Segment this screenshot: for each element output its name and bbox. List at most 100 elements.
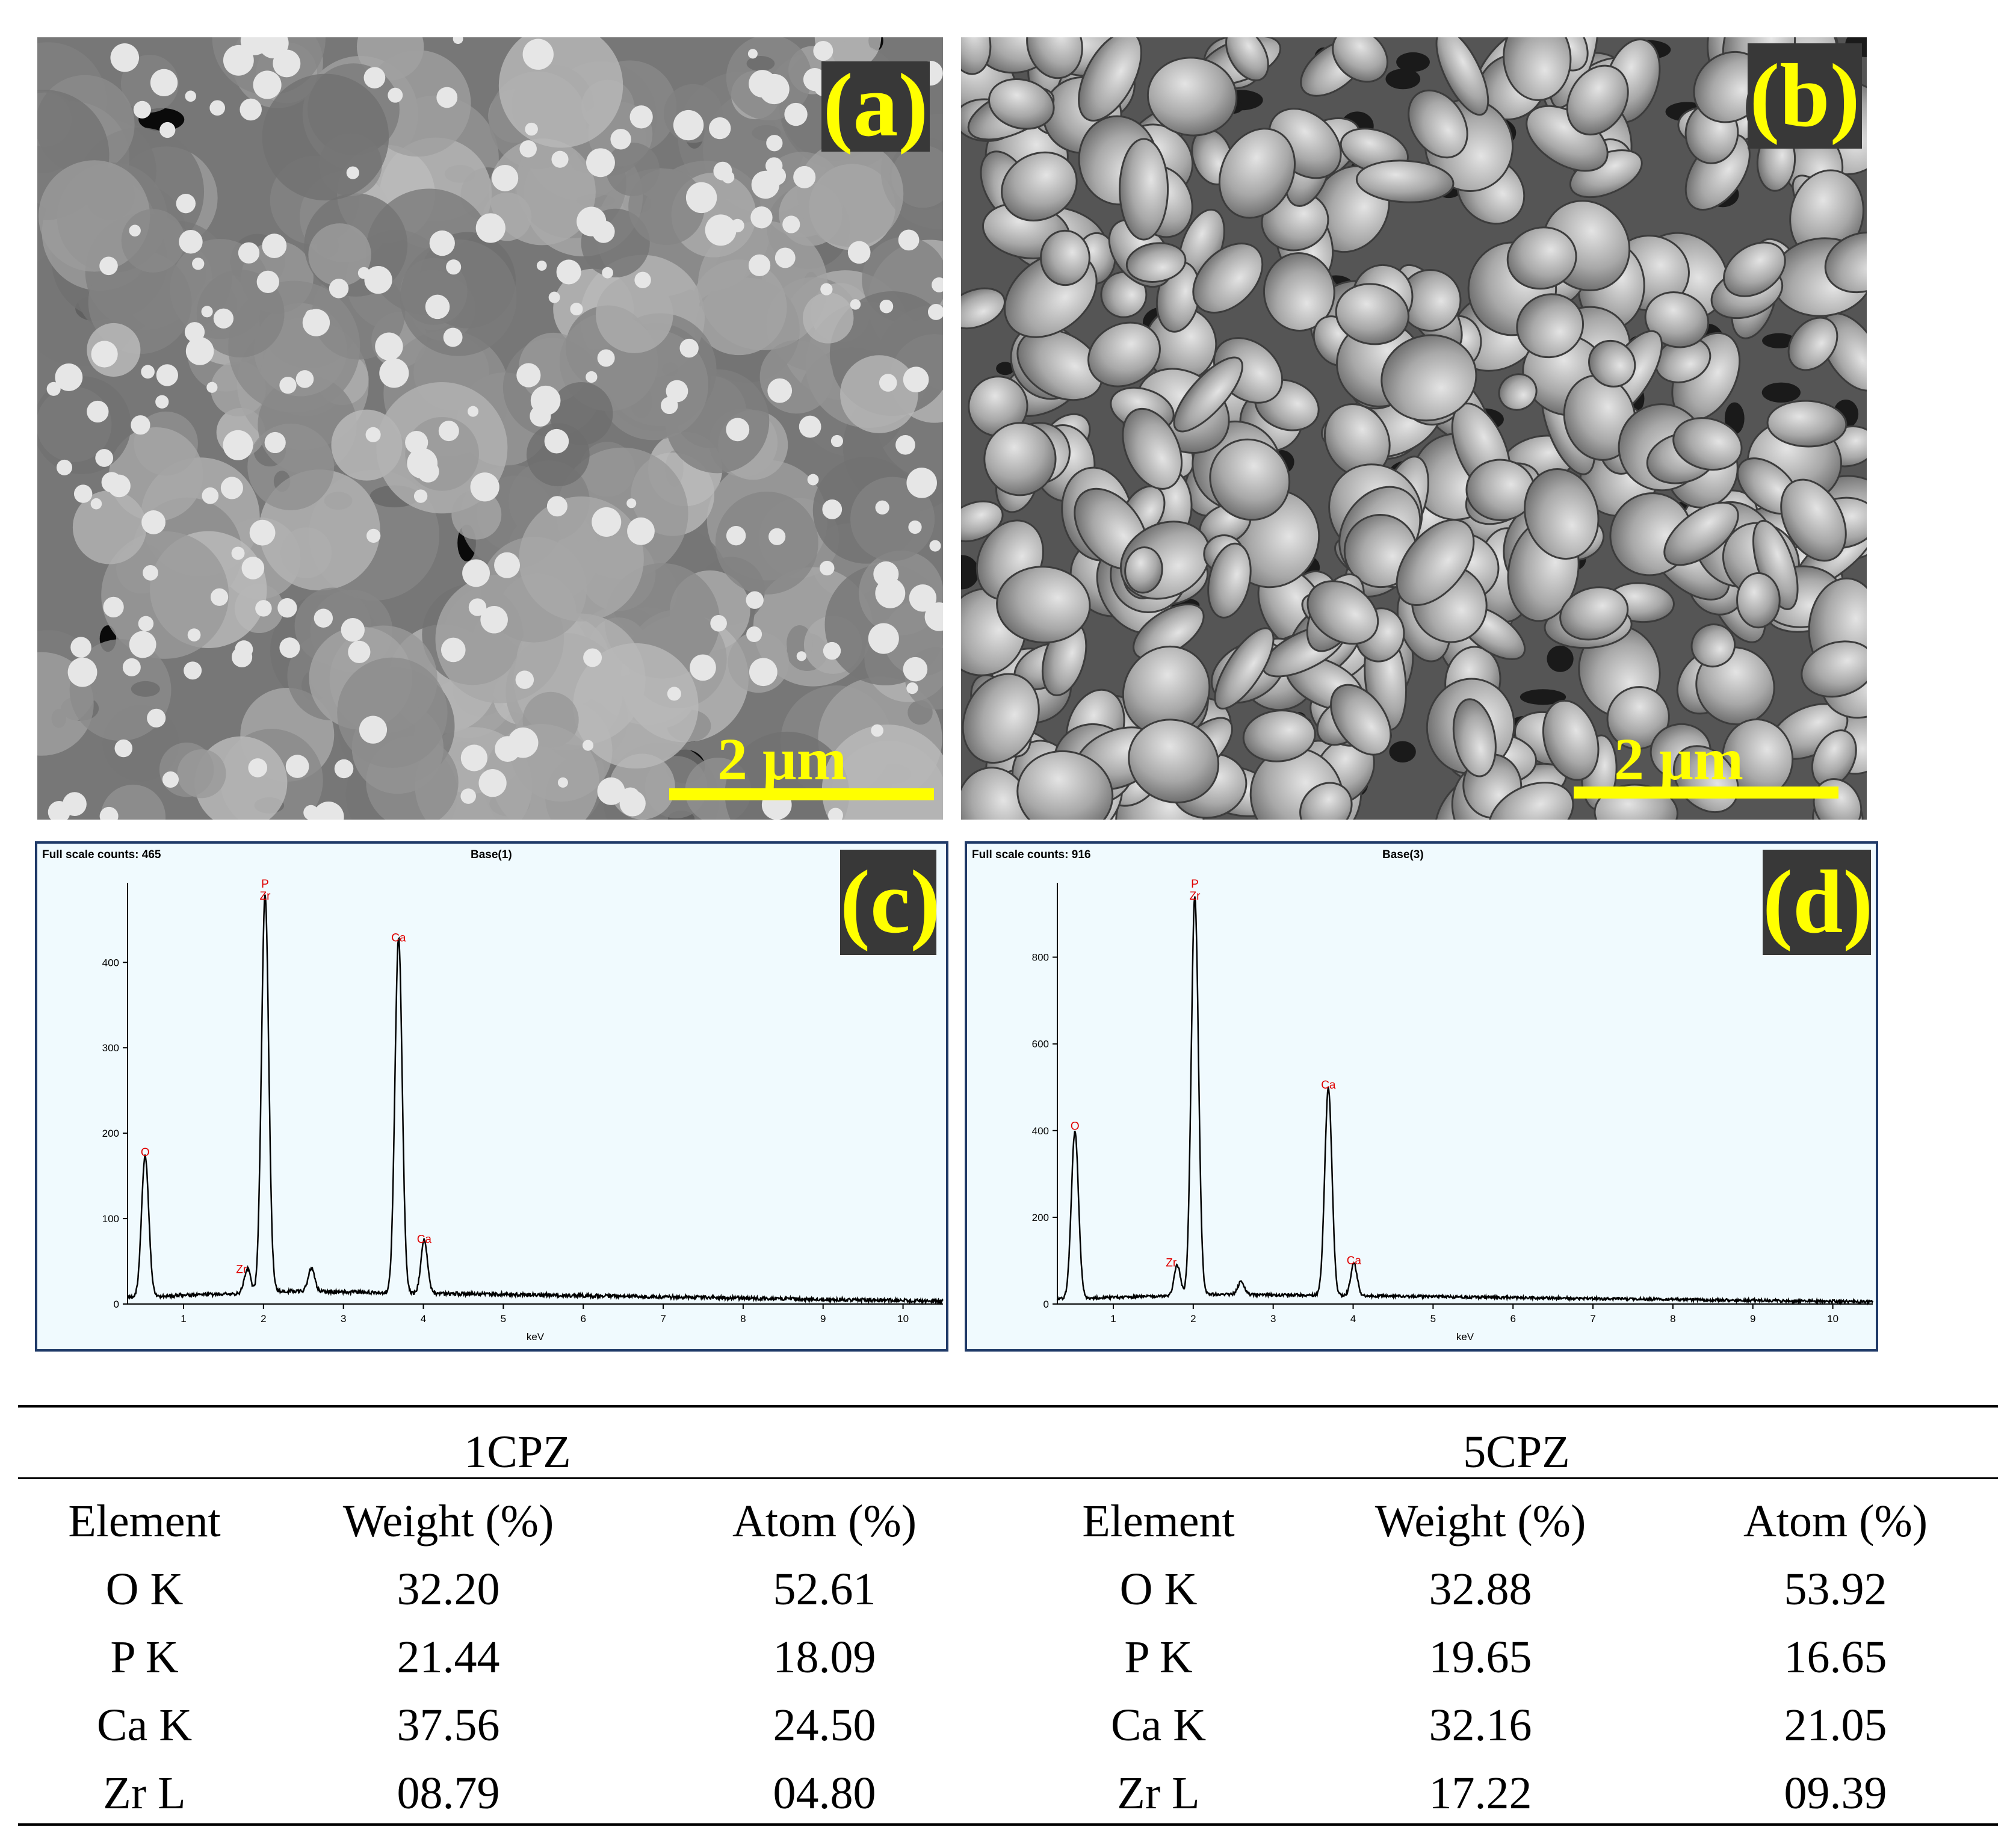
full-scale-counts-c: Full scale counts: 465 bbox=[42, 848, 161, 861]
y-tick-label: 400 bbox=[102, 957, 119, 968]
x-tick-label: 2 bbox=[1190, 1313, 1196, 1324]
x-tick-label: 7 bbox=[660, 1313, 666, 1324]
group-header-1cpz: 1CPZ bbox=[464, 1427, 571, 1477]
x-axis-label: keV bbox=[1456, 1331, 1474, 1343]
column-header: Weight (%) bbox=[342, 1496, 554, 1547]
table-cell: 21.05 bbox=[1784, 1700, 1887, 1751]
x-tick-label: 8 bbox=[1670, 1313, 1675, 1324]
table-cell: 08.79 bbox=[397, 1768, 500, 1819]
table-cell: P K bbox=[110, 1632, 179, 1683]
table-cell: 32.20 bbox=[397, 1564, 500, 1615]
peak-label: Ca bbox=[391, 932, 406, 945]
y-tick-label: 300 bbox=[102, 1042, 119, 1054]
y-tick-label: 800 bbox=[1032, 952, 1049, 963]
table-top-rule bbox=[18, 1405, 1998, 1408]
peak-label: O bbox=[141, 1146, 150, 1159]
eds-spectrum-c: Full scale counts: 465 Base(1) 1 2 3 4 5 6 7 8 9… bbox=[35, 841, 948, 1352]
x-tick-label: 5 bbox=[501, 1313, 506, 1324]
panel-label-d: (d) bbox=[1763, 850, 1873, 955]
peak-label: P bbox=[1191, 878, 1199, 891]
table-cell: 16.65 bbox=[1784, 1632, 1887, 1683]
table-cell: 37.56 bbox=[397, 1700, 500, 1751]
table-cell: O K bbox=[105, 1564, 184, 1615]
base-label-c: Base(1) bbox=[471, 848, 512, 861]
scale-bar-label-a: 2 μm bbox=[717, 726, 847, 793]
table-cell: Ca K bbox=[1110, 1700, 1207, 1751]
table-cell: 19.65 bbox=[1429, 1632, 1532, 1683]
x-tick-label: 3 bbox=[341, 1313, 346, 1324]
table-cell: 04.80 bbox=[773, 1768, 876, 1819]
peak-label: O bbox=[1071, 1120, 1080, 1133]
x-tick-label: 3 bbox=[1270, 1313, 1276, 1324]
x-tick-label: 7 bbox=[1590, 1313, 1595, 1324]
peak-label: Ca bbox=[417, 1234, 432, 1246]
table-cell: 09.39 bbox=[1784, 1768, 1887, 1819]
column-header: Weight (%) bbox=[1374, 1496, 1586, 1547]
table-cell: O K bbox=[1119, 1564, 1198, 1615]
peak-label: P bbox=[261, 878, 269, 891]
panel-label-b: (b) bbox=[1748, 43, 1862, 149]
y-tick-label: 600 bbox=[1032, 1039, 1049, 1050]
y-tick-label: 100 bbox=[102, 1213, 119, 1225]
y-tick-label: 400 bbox=[1032, 1125, 1049, 1137]
spectrum-trace bbox=[126, 894, 944, 1305]
peak-label: Ca bbox=[1321, 1079, 1336, 1092]
x-tick-label: 8 bbox=[740, 1313, 746, 1324]
eds-spectrum-d: Full scale counts: 916 Base(3) 1 2 3 4 5 6 7 8 9… bbox=[965, 841, 1878, 1352]
x-tick-label: 5 bbox=[1430, 1313, 1436, 1324]
x-tick-label: 10 bbox=[1827, 1313, 1838, 1324]
column-header: Element bbox=[1082, 1496, 1235, 1547]
peak-label: Zr bbox=[1190, 890, 1201, 903]
x-tick-label: 4 bbox=[1350, 1313, 1356, 1324]
column-header: Atom (%) bbox=[732, 1496, 917, 1547]
y-tick-label: 0 bbox=[1044, 1299, 1049, 1310]
column-header: Element bbox=[68, 1496, 221, 1547]
table-mid-rule bbox=[18, 1477, 1998, 1479]
table-cell: Zr L bbox=[1117, 1768, 1200, 1819]
x-tick-label: 9 bbox=[820, 1313, 826, 1324]
sem-image-a: (a) 2 μm bbox=[37, 37, 943, 820]
peak-label: Ca bbox=[1347, 1255, 1362, 1267]
table-cell: 21.44 bbox=[397, 1632, 500, 1683]
table-cell: P K bbox=[1124, 1632, 1193, 1683]
panel-label-c: (c) bbox=[840, 850, 940, 955]
group-header-5cpz: 5CPZ bbox=[1463, 1427, 1570, 1477]
x-tick-label: 6 bbox=[1510, 1313, 1515, 1324]
table-cell: Ca K bbox=[96, 1700, 193, 1751]
peak-label: Zr bbox=[1166, 1257, 1177, 1270]
x-tick-label: 1 bbox=[181, 1313, 186, 1324]
sem-texture-b bbox=[961, 37, 1867, 820]
sem-texture-a bbox=[37, 37, 943, 820]
panel-label-a: (a) bbox=[821, 60, 930, 152]
table-cell: 53.92 bbox=[1784, 1564, 1887, 1615]
x-tick-label: 6 bbox=[580, 1313, 586, 1324]
y-tick-label: 0 bbox=[114, 1299, 119, 1310]
table-cell: 18.09 bbox=[773, 1632, 876, 1683]
full-scale-counts-d: Full scale counts: 916 bbox=[972, 848, 1091, 861]
base-label-d: Base(3) bbox=[1382, 848, 1424, 861]
scale-bar-a bbox=[669, 788, 934, 800]
table-cell: 24.50 bbox=[773, 1700, 876, 1751]
table-cell: Zr L bbox=[103, 1768, 186, 1819]
x-tick-label: 1 bbox=[1110, 1313, 1116, 1324]
x-tick-label: 9 bbox=[1750, 1313, 1755, 1324]
x-tick-label: 10 bbox=[897, 1313, 909, 1324]
table-cell: 32.88 bbox=[1429, 1564, 1532, 1615]
table-cell: 32.16 bbox=[1429, 1700, 1532, 1751]
column-header: Atom (%) bbox=[1743, 1496, 1928, 1547]
table-cell: 17.22 bbox=[1429, 1768, 1532, 1819]
sem-image-b: (b) 2 μm bbox=[961, 37, 1867, 820]
y-tick-label: 200 bbox=[1032, 1212, 1049, 1223]
spectrum-trace bbox=[1056, 896, 1874, 1306]
scale-bar-b bbox=[1574, 787, 1838, 799]
x-axis-label: keV bbox=[527, 1331, 545, 1343]
peak-label: Zr bbox=[236, 1263, 247, 1276]
scale-bar-label-b: 2 μm bbox=[1614, 726, 1743, 793]
x-tick-label: 2 bbox=[261, 1313, 266, 1324]
table-cell: 52.61 bbox=[773, 1564, 876, 1615]
y-tick-label: 200 bbox=[102, 1128, 119, 1139]
table-bottom-rule bbox=[18, 1823, 1998, 1826]
peak-label: Zr bbox=[260, 890, 271, 903]
